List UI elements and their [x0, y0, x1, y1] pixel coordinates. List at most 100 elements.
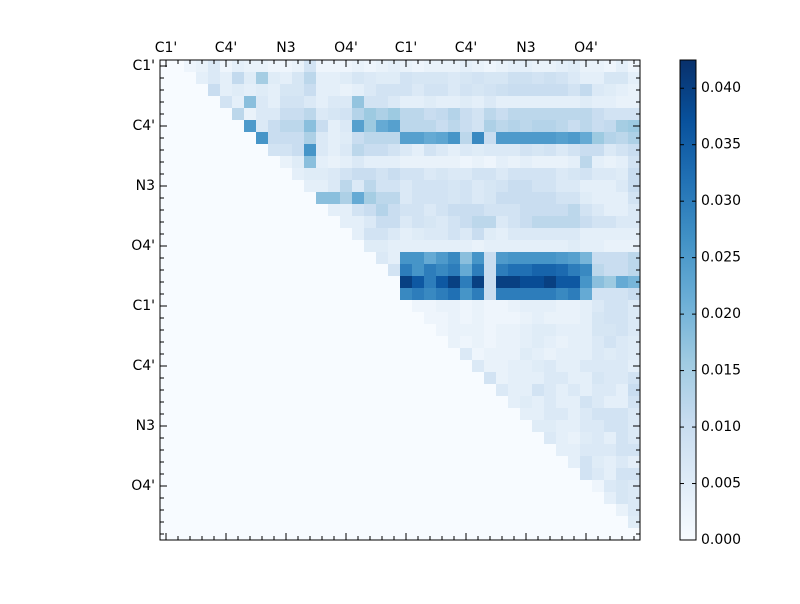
heatmap-cell	[604, 300, 617, 313]
heatmap-cell	[244, 408, 257, 421]
heatmap-cell	[328, 492, 341, 505]
heatmap-cell	[196, 108, 209, 121]
heatmap-cell	[616, 288, 629, 301]
heatmap-cell	[172, 132, 185, 145]
heatmap-cell	[352, 324, 365, 337]
heatmap-cell	[580, 336, 593, 349]
heatmap-cell	[160, 396, 173, 409]
heatmap-cell	[292, 252, 305, 265]
heatmap-cell	[280, 360, 293, 373]
heatmap-cell	[340, 72, 353, 85]
heatmap-cell	[472, 420, 485, 433]
heatmap-cell	[592, 300, 605, 313]
heatmap-cell	[604, 288, 617, 301]
heatmap-cell	[496, 456, 509, 469]
heatmap-cell	[592, 504, 605, 517]
heatmap-cell	[424, 252, 437, 265]
heatmap-cell	[580, 492, 593, 505]
heatmap-cell	[280, 444, 293, 457]
heatmap-cell	[208, 408, 221, 421]
heatmap-cell	[352, 168, 365, 181]
heatmap-cell	[364, 348, 377, 361]
heatmap-cell	[364, 96, 377, 109]
heatmap-cell	[460, 120, 473, 133]
heatmap-cell	[232, 516, 245, 529]
heatmap-cell	[484, 228, 497, 241]
heatmap-cell	[388, 240, 401, 253]
heatmap-cell	[376, 144, 389, 157]
heatmap-cell	[376, 288, 389, 301]
heatmap-cell	[328, 300, 341, 313]
heatmap-cell	[244, 300, 257, 313]
heatmap-cell	[520, 336, 533, 349]
heatmap-cell	[220, 276, 233, 289]
heatmap-cell	[604, 132, 617, 145]
heatmap-cell	[316, 324, 329, 337]
heatmap-cell	[304, 528, 317, 541]
heatmap-cell	[268, 84, 281, 97]
heatmap-cell	[364, 84, 377, 97]
heatmap-cell	[184, 372, 197, 385]
heatmap-cell	[220, 144, 233, 157]
heatmap-cell	[436, 468, 449, 481]
heatmap-cell	[568, 324, 581, 337]
heatmap-cell	[292, 312, 305, 325]
heatmap-cell	[400, 408, 413, 421]
heatmap-cell	[568, 312, 581, 325]
heatmap-cell	[376, 132, 389, 145]
heatmap-cell	[508, 516, 521, 529]
heatmap-cell	[352, 96, 365, 109]
heatmap-cell	[424, 432, 437, 445]
heatmap-cell	[616, 528, 629, 541]
heatmap-cell	[412, 240, 425, 253]
heatmap-cell	[436, 516, 449, 529]
heatmap-cell	[232, 444, 245, 457]
heatmap-cell	[268, 252, 281, 265]
heatmap-cell	[292, 456, 305, 469]
heatmap-cell	[364, 396, 377, 409]
heatmap-cell	[580, 480, 593, 493]
heatmap-cell	[256, 240, 269, 253]
heatmap-cell	[520, 312, 533, 325]
heatmap-cell	[316, 180, 329, 193]
heatmap-cell	[196, 288, 209, 301]
heatmap-cell	[388, 108, 401, 121]
heatmap-cell	[208, 444, 221, 457]
heatmap-cell	[520, 372, 533, 385]
heatmap-cell	[592, 348, 605, 361]
heatmap-cell	[268, 384, 281, 397]
heatmap-cell	[328, 312, 341, 325]
heatmap-cell	[436, 372, 449, 385]
heatmap-cell	[244, 60, 257, 73]
heatmap-cell	[532, 264, 545, 277]
heatmap-cell	[532, 252, 545, 265]
heatmap-cell	[208, 276, 221, 289]
heatmap-cell	[292, 108, 305, 121]
heatmap-cell	[412, 420, 425, 433]
heatmap-cell	[364, 384, 377, 397]
heatmap-cell	[340, 444, 353, 457]
heatmap-cell	[196, 252, 209, 265]
heatmap-cell	[376, 408, 389, 421]
heatmap-cell	[496, 252, 509, 265]
heatmap-cell	[304, 228, 317, 241]
heatmap-cell	[292, 336, 305, 349]
heatmap-cell	[364, 528, 377, 541]
x-tick-label: O4'	[574, 40, 598, 56]
heatmap-cell	[244, 168, 257, 181]
heatmap-cell	[580, 324, 593, 337]
heatmap-cell	[508, 144, 521, 157]
heatmap-cell	[460, 396, 473, 409]
heatmap-cell	[460, 324, 473, 337]
y-tick-label: C1'	[132, 58, 155, 74]
heatmap-cell	[544, 72, 557, 85]
heatmap-cell	[412, 144, 425, 157]
heatmap-cell	[472, 144, 485, 157]
heatmap-cell	[496, 240, 509, 253]
heatmap-cell	[412, 216, 425, 229]
heatmap-cell	[196, 204, 209, 217]
heatmap-cell	[544, 444, 557, 457]
heatmap-cell	[484, 60, 497, 73]
heatmap-cell	[424, 504, 437, 517]
heatmap-cell	[160, 432, 173, 445]
